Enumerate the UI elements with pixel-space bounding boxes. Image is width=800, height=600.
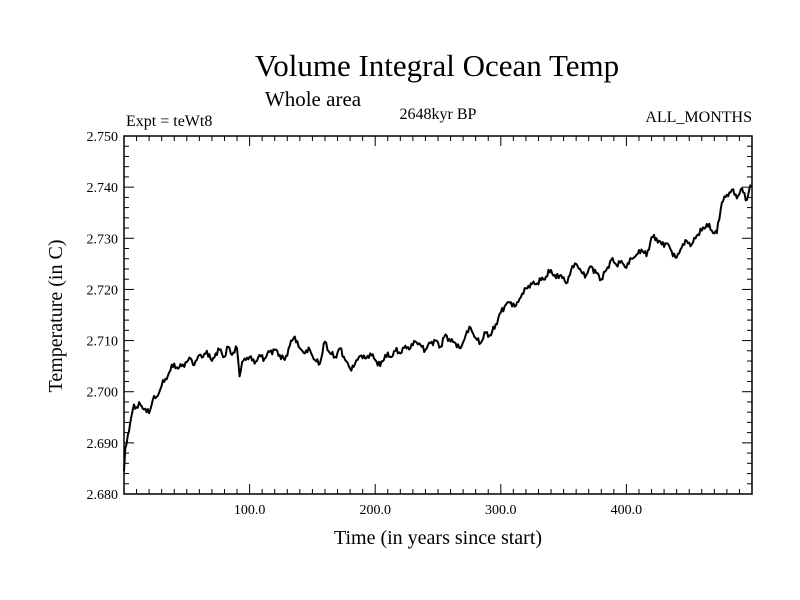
axis-ticks: [124, 136, 752, 494]
y-tick-label: 2.680: [87, 488, 119, 503]
y-tick-label: 2.730: [87, 232, 119, 247]
x-tick-label: 200.0: [359, 503, 391, 518]
x-axis-label: Time (in years since start): [334, 527, 542, 549]
chart-title: Volume Integral Ocean Temp: [255, 48, 619, 83]
experiment-label: Expt = teWt8: [126, 113, 212, 130]
y-tick-label: 2.700: [87, 386, 119, 401]
y-tick-label: 2.710: [87, 335, 119, 350]
x-tick-label: 100.0: [234, 503, 266, 518]
plot-frame: [123, 135, 753, 495]
y-tick-label: 2.690: [87, 437, 119, 452]
axis-tick-labels: 100.0 200.0 300.0 400.0 2.680 2.690 2.700 2.710…: [87, 130, 643, 518]
period-label: 2648kyr BP: [400, 106, 477, 123]
temperature-series-line: [123, 184, 752, 472]
chart-subtitle: Whole area: [265, 87, 362, 111]
y-tick-label: 2.720: [87, 283, 119, 298]
x-tick-label: 400.0: [611, 503, 643, 518]
x-tick-label: 300.0: [485, 503, 517, 518]
y-tick-label: 2.750: [87, 130, 119, 145]
months-label: ALL_MONTHS: [645, 109, 752, 126]
y-tick-label: 2.740: [87, 181, 119, 196]
y-axis-label: Temperature (in C): [45, 240, 67, 393]
